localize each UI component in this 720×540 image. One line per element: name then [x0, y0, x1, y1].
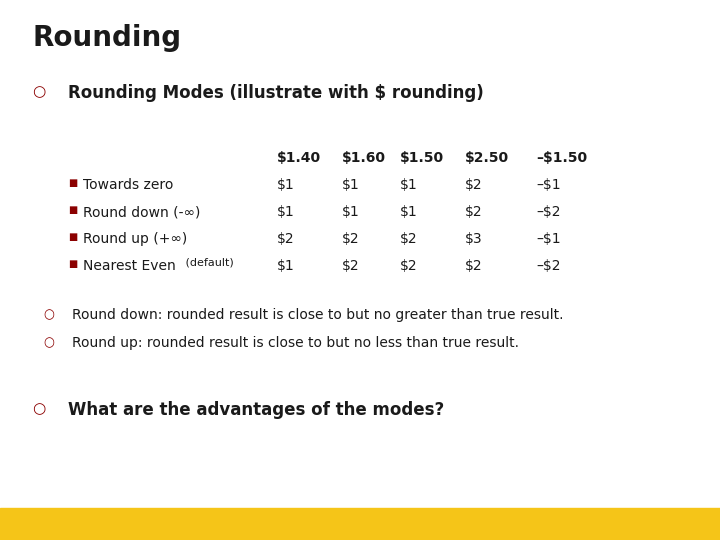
Text: $2: $2: [464, 205, 482, 219]
Text: $1: $1: [400, 178, 418, 192]
Text: $1.40: $1.40: [277, 151, 321, 165]
Text: Rounding: Rounding: [32, 24, 181, 52]
Text: $1: $1: [277, 259, 295, 273]
Text: $1: $1: [277, 205, 295, 219]
Text: ■: ■: [68, 232, 78, 242]
Text: $2: $2: [464, 259, 482, 273]
Text: $3: $3: [464, 232, 482, 246]
Text: $2: $2: [277, 232, 294, 246]
Text: Rounding Modes (illustrate with $ rounding): Rounding Modes (illustrate with $ roundi…: [68, 84, 484, 102]
Text: Round down (-∞): Round down (-∞): [83, 205, 200, 219]
Text: $2: $2: [342, 232, 359, 246]
Text: $2: $2: [464, 178, 482, 192]
Text: Round down: rounded result is close to but no greater than true result.: Round down: rounded result is close to b…: [72, 308, 564, 322]
Text: Round up (+∞): Round up (+∞): [83, 232, 187, 246]
Text: $1: $1: [342, 205, 360, 219]
Text: –$1: –$1: [536, 178, 561, 192]
Text: ○: ○: [32, 84, 45, 99]
Text: Towards zero: Towards zero: [83, 178, 174, 192]
Text: ○: ○: [43, 308, 54, 321]
Text: ■: ■: [68, 259, 78, 269]
Text: ■: ■: [68, 205, 78, 215]
Text: $1.50: $1.50: [400, 151, 444, 165]
Text: ○: ○: [32, 401, 45, 416]
Text: $2: $2: [400, 232, 417, 246]
Text: –$2: –$2: [536, 205, 561, 219]
Text: $1: $1: [400, 205, 418, 219]
Text: $2.50: $2.50: [464, 151, 508, 165]
Text: Nearest Even: Nearest Even: [83, 259, 176, 273]
Text: $1: $1: [277, 178, 295, 192]
Text: ■: ■: [68, 178, 78, 188]
Text: ○: ○: [43, 336, 54, 349]
Text: $2: $2: [342, 259, 359, 273]
Text: $2: $2: [400, 259, 417, 273]
Text: $1: $1: [342, 178, 360, 192]
Text: Round up: rounded result is close to but no less than true result.: Round up: rounded result is close to but…: [72, 336, 519, 350]
Text: –$2: –$2: [536, 259, 561, 273]
Text: –$1.50: –$1.50: [536, 151, 588, 165]
Text: $1.60: $1.60: [342, 151, 386, 165]
Text: –$1: –$1: [536, 232, 561, 246]
Text: What are the advantages of the modes?: What are the advantages of the modes?: [68, 401, 445, 418]
Text: (default): (default): [182, 258, 234, 268]
